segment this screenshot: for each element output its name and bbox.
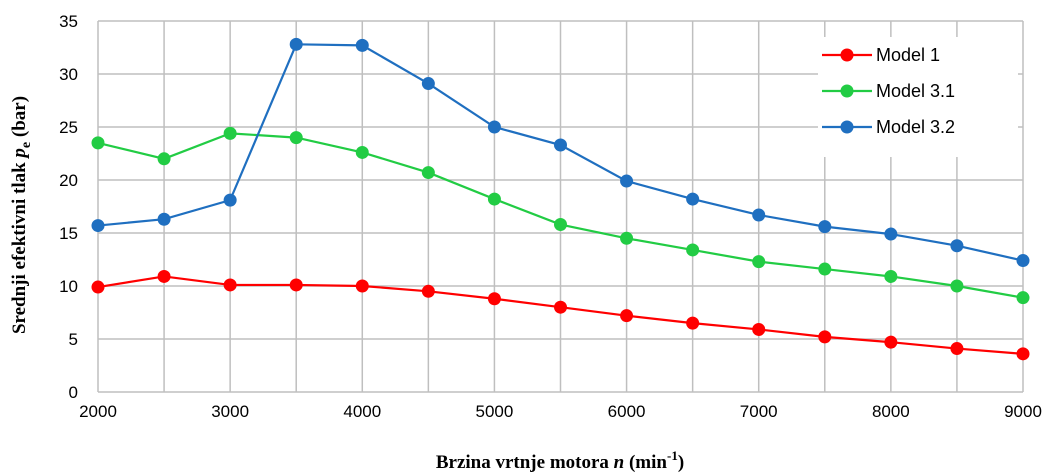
data-point [554, 218, 567, 232]
data-point [157, 212, 171, 226]
y-tick-label: 10 [59, 277, 78, 296]
data-point [355, 145, 369, 159]
data-point [289, 278, 303, 292]
legend-marker [840, 48, 854, 62]
legend: Model 1 Model 3.1 Model 3.2 [818, 37, 1018, 157]
data-point [421, 77, 435, 91]
data-point [355, 38, 369, 52]
data-point [686, 192, 700, 206]
data-point [421, 166, 435, 180]
data-point [487, 192, 501, 206]
data-point [223, 193, 237, 207]
x-tick-label: 4000 [343, 402, 381, 421]
data-point [884, 269, 898, 283]
y-tick-label: 0 [69, 383, 78, 402]
data-point [1016, 347, 1030, 361]
data-point [1016, 254, 1030, 268]
data-point [818, 220, 832, 234]
data-point [223, 278, 237, 292]
data-point [355, 279, 369, 293]
x-tick-label: 7000 [740, 402, 778, 421]
y-tick-label: 25 [59, 118, 78, 137]
x-axis-title: Brzina vrtnje motora n (min-1) [436, 448, 684, 473]
data-point [487, 120, 501, 134]
y-tick-label: 5 [69, 330, 78, 349]
x-tick-label: 2000 [79, 402, 117, 421]
y-tick-label: 15 [59, 224, 78, 243]
legend-marker [840, 120, 854, 134]
data-point [686, 316, 700, 330]
y-tick-label: 35 [59, 12, 78, 31]
data-point [157, 269, 171, 283]
data-point [620, 174, 634, 188]
data-point [818, 262, 832, 276]
legend-label: Model 3.1 [876, 81, 955, 101]
y-tick-label: 30 [59, 65, 78, 84]
data-point [554, 138, 567, 152]
data-point [884, 335, 898, 349]
y-tick-label: 20 [59, 171, 78, 190]
data-point [620, 309, 634, 323]
data-point [487, 292, 501, 306]
data-point [91, 219, 105, 233]
series [91, 37, 1030, 361]
x-tick-label: 9000 [1004, 402, 1042, 421]
x-tick-label: 8000 [872, 402, 910, 421]
data-point [950, 239, 964, 253]
data-point [421, 284, 435, 298]
data-point [289, 37, 303, 51]
data-point [752, 255, 766, 269]
data-point [223, 126, 237, 140]
data-point [950, 279, 964, 293]
legend-marker [840, 84, 854, 98]
legend-label: Model 3.2 [876, 117, 955, 137]
data-point [554, 300, 567, 314]
x-tick-label: 6000 [608, 402, 646, 421]
y-axis-title: Srednji efektivni tlak pe (bar) [9, 96, 34, 334]
data-point [1016, 291, 1030, 305]
data-point [884, 227, 898, 241]
data-point [752, 208, 766, 222]
x-tick-label: 3000 [211, 402, 249, 421]
legend-label: Model 1 [876, 45, 940, 65]
data-point [91, 136, 105, 150]
data-point [950, 342, 964, 356]
data-point [289, 131, 303, 145]
data-point [818, 330, 832, 344]
x-tick-label: 5000 [476, 402, 514, 421]
data-point [91, 280, 105, 294]
data-point [686, 243, 700, 257]
data-point [752, 322, 766, 336]
data-point [157, 152, 171, 166]
data-point [620, 231, 634, 245]
axes: 0 5 10 15 20 25 30 35 2000 3000 4000 5000 6000 7000 80… [59, 12, 1042, 421]
